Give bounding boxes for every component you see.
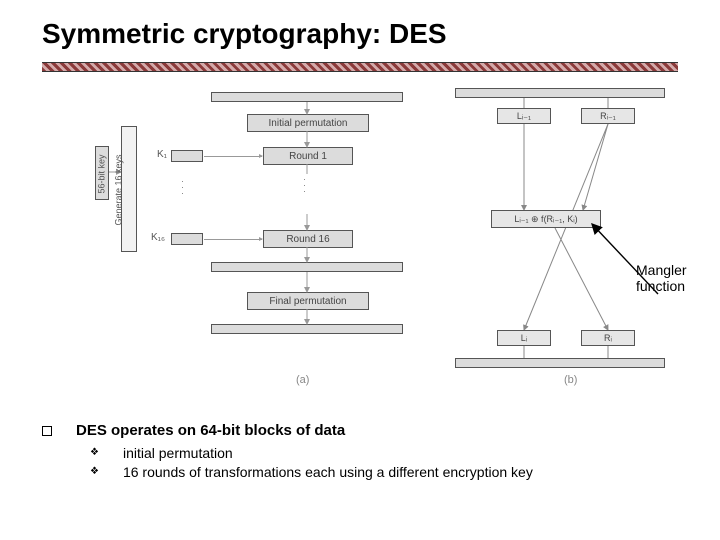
k1-label: K₁ [157,149,167,160]
mangler-text-2: function [636,278,687,294]
b-f-box: Lᵢ₋₁ ⊕ f(Rᵢ₋₁, Kᵢ) [491,210,601,228]
k16-arrow [204,239,262,240]
bullet-main-text: DES operates on 64-bit blocks of data [76,422,345,439]
b-bottom-bar [455,358,665,368]
diamond-bullet-icon: ❖ [90,447,99,458]
diagram-a: Initial permutation Round 1 ··· Round 16… [95,92,405,392]
bullet-list: DES operates on 64-bit blocks of data ❖ … [42,422,682,483]
b-L-bot: Lᵢ [497,330,551,346]
b-R-bot-label: Rᵢ [604,333,612,343]
keys-ellipsis: ··· [181,178,185,196]
caption-a: (a) [296,374,309,386]
generate-keys-box: Generate 16 keys [121,126,137,252]
title-divider [42,62,678,72]
square-bullet-icon [42,426,52,436]
diagram-a-arrows [95,92,405,352]
k16-bar [171,233,203,245]
key-56bit-label: 56-bit key [97,154,107,193]
mangler-text-1: Mangler [636,262,687,278]
k16-label: K₁₆ [151,232,165,243]
b-R-bot: Rᵢ [581,330,635,346]
k1-bar [171,150,203,162]
generate-keys-label: Generate 16 keys [114,154,124,225]
b-L-bot-label: Lᵢ [521,333,527,343]
mangler-label: Mangler function [636,262,687,294]
bullet-sub-1-text: initial permutation [123,445,233,461]
diamond-bullet-icon: ❖ [90,466,99,477]
caption-b: (b) [564,374,577,386]
bullet-main: DES operates on 64-bit blocks of data [42,422,682,439]
bullet-sub-2: ❖ 16 rounds of transformations each usin… [90,464,682,480]
b-f-label: Lᵢ₋₁ ⊕ f(Rᵢ₋₁, Kᵢ) [514,214,577,225]
page-title: Symmetric cryptography: DES [42,18,447,50]
bullet-sub-2-text: 16 rounds of transformations each using … [123,464,533,480]
bullet-sub-1: ❖ initial permutation [90,445,682,461]
k1-arrow [204,156,262,157]
diagram-b: Lᵢ₋₁ Rᵢ₋₁ Lᵢ₋₁ ⊕ f(Rᵢ₋₁, Kᵢ) Lᵢ Rᵢ [435,88,685,388]
diagram-b-lines [435,88,685,388]
key-56bit-box: 56-bit key [95,146,109,200]
